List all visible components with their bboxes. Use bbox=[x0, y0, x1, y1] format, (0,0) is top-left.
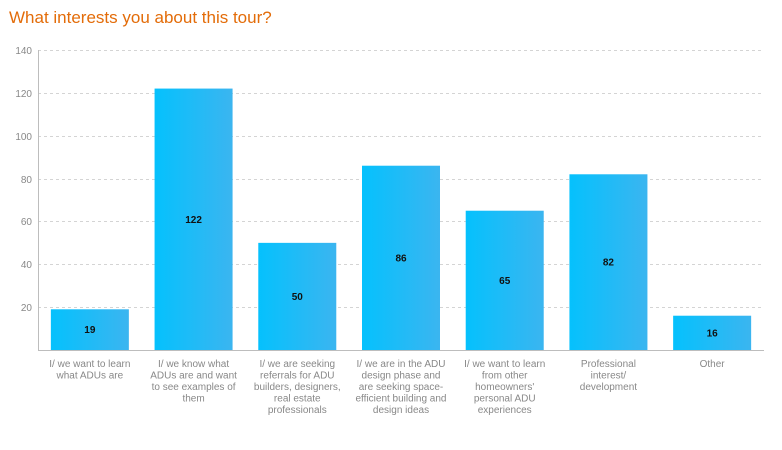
x-category-label: efficient building and bbox=[356, 394, 447, 405]
x-category-label: I/ we are seeking bbox=[259, 359, 335, 370]
y-tick-label: 100 bbox=[15, 132, 32, 143]
y-tick-label: 120 bbox=[15, 89, 32, 100]
x-category-label: interest/ bbox=[591, 371, 627, 382]
bar bbox=[673, 315, 752, 350]
bar bbox=[362, 165, 440, 350]
x-category-label: personal ADU bbox=[474, 394, 536, 405]
bar-value-label: 122 bbox=[185, 215, 202, 226]
bars bbox=[50, 88, 752, 351]
x-category-label: real estate bbox=[274, 394, 321, 405]
x-category-label: Other bbox=[700, 359, 726, 370]
x-category-label: development bbox=[580, 382, 637, 393]
x-category-label: are seeking space- bbox=[359, 382, 444, 393]
x-category-label: I/ we want to learn bbox=[49, 359, 130, 370]
bar bbox=[258, 242, 337, 350]
x-category-label: referrals for ADU bbox=[260, 371, 334, 382]
x-category-label: builders, designers, bbox=[254, 382, 341, 393]
x-category-label: professionals bbox=[268, 405, 327, 416]
bar-value-label: 86 bbox=[395, 253, 407, 264]
bar-value-label: 65 bbox=[499, 276, 511, 287]
y-tick-label: 60 bbox=[21, 217, 33, 228]
bar bbox=[50, 309, 129, 350]
x-category-label: I/ we know what bbox=[158, 359, 229, 370]
bar-value-label: 19 bbox=[84, 325, 96, 336]
x-category-label: to see examples of bbox=[152, 382, 236, 393]
y-tick-label: 80 bbox=[21, 175, 33, 186]
y-tick-label: 20 bbox=[21, 303, 33, 314]
x-category-label: Professional bbox=[581, 359, 636, 370]
bar bbox=[465, 210, 544, 350]
chart-title: What interests you about this tour? bbox=[9, 8, 272, 27]
x-category-label: what ADUs are bbox=[56, 371, 124, 382]
y-tick-label: 140 bbox=[15, 46, 32, 57]
x-category-label: them bbox=[182, 394, 204, 405]
x-category-label: homeowners' bbox=[475, 382, 534, 393]
x-category-label: experiences bbox=[478, 405, 532, 416]
x-category-label: ADUs are and want bbox=[150, 371, 237, 382]
x-category-label: from other bbox=[482, 371, 528, 382]
x-category-label: I/ we are in the ADU bbox=[357, 359, 446, 370]
bar-value-label: 82 bbox=[603, 258, 615, 269]
bar bbox=[569, 174, 648, 350]
x-category-label: design phase and bbox=[362, 371, 441, 382]
x-category-label: I/ we want to learn bbox=[464, 359, 545, 370]
bar bbox=[154, 88, 233, 351]
y-tick-label: 40 bbox=[21, 260, 33, 271]
bar-value-label: 16 bbox=[707, 328, 719, 339]
axes bbox=[38, 50, 764, 351]
x-category-label: design ideas bbox=[373, 405, 429, 416]
bar-value-label: 50 bbox=[292, 292, 304, 303]
